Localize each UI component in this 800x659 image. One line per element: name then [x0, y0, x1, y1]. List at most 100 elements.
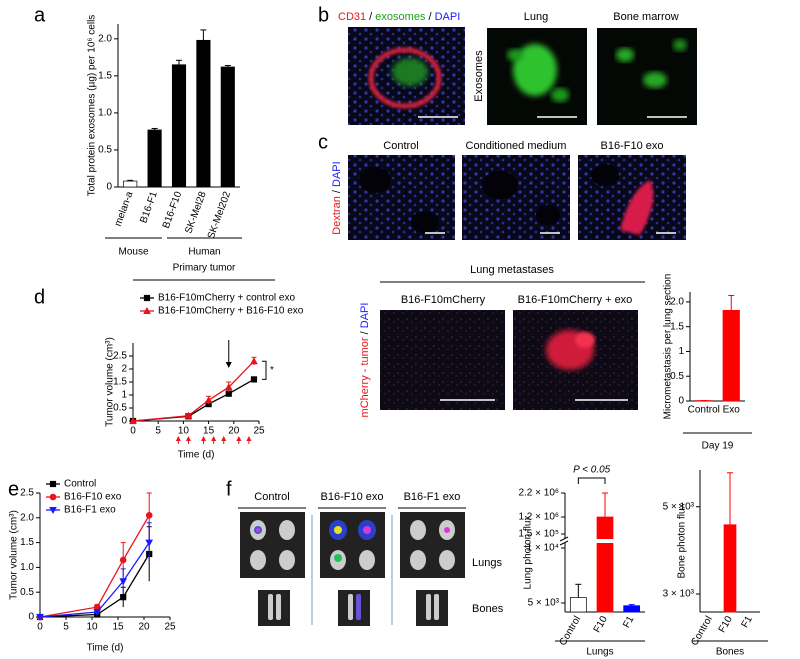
bar: [196, 39, 211, 188]
bar: [723, 524, 737, 613]
y-tick-label: 1.2 × 10⁶: [518, 512, 559, 523]
condition-label: Control: [383, 140, 418, 152]
significance-bracket: [262, 360, 267, 380]
y-axis-title: Lung photon flux: [523, 516, 534, 590]
series-line: [132, 378, 255, 422]
y-tick-label: 0.5: [20, 587, 34, 598]
marker: [250, 357, 258, 365]
y-tick-label: 1: [678, 346, 684, 357]
panel-label: a: [34, 4, 46, 26]
imaging-photo: [400, 512, 465, 626]
marker: [129, 416, 137, 424]
marker: [224, 383, 233, 391]
y-tick-label: 2.0: [670, 297, 684, 308]
micrograph: [348, 27, 465, 125]
y-tick-label: 3 × 10³: [663, 589, 695, 600]
micrograph: [597, 28, 697, 125]
x-tick-label: Control: [558, 614, 584, 647]
significance-bracket: [577, 477, 606, 484]
group-label: Mouse: [118, 247, 148, 258]
y-axis-title: Total protein exosomes (µg) per 10⁶ cell…: [87, 15, 98, 197]
y-axis-title: Micrometastasis per lung section: [663, 274, 674, 420]
condition-label: B16-F10 exo: [321, 491, 384, 503]
series-line: [39, 514, 150, 618]
x-tick-label: 20: [138, 622, 150, 633]
y-tick-label: 2: [121, 364, 127, 375]
x-tick-label: B16-F10: [161, 190, 185, 230]
x-tick-label: 25: [253, 426, 265, 437]
imaging-photo: [240, 512, 305, 626]
row-label: Lungs: [472, 557, 502, 569]
condition-label: Control: [254, 491, 289, 503]
bar: [171, 64, 187, 188]
y-axis-title: Tumor volume (cm³): [9, 510, 20, 600]
y-axis-title: Bone photon flux: [677, 503, 688, 578]
y-tick-label: 1 × 10⁴: [527, 543, 559, 554]
break-mark: [559, 536, 569, 542]
marker: [49, 493, 57, 501]
annotation: *: [270, 365, 274, 376]
x-tick-label: 25: [164, 622, 176, 633]
y-tick-label: 2.5: [20, 488, 34, 499]
x-tick-label: 20: [228, 426, 240, 437]
annotation: P < 0.05: [573, 465, 611, 476]
tissue-label: Lung: [524, 11, 548, 23]
marker: [49, 480, 57, 488]
y-tick-label: 1.5: [113, 377, 127, 388]
legend-label: Control: [64, 479, 96, 490]
marker: [184, 411, 193, 419]
condition-label: B16-F10mCherry + exo: [518, 294, 633, 306]
x-tick-label: 15: [203, 426, 215, 437]
stain: DAPI: [331, 161, 343, 187]
x-tick-label: F10: [717, 614, 735, 635]
y-axis-title: Tumor volume (cm³): [105, 337, 116, 427]
y-tick-label: 5 × 10³: [528, 598, 560, 609]
marker: [145, 539, 154, 547]
y-tick-label: 2.5: [113, 351, 127, 362]
y-tick-label: 1.0: [98, 108, 112, 119]
legend-label: B16-F1 exo: [64, 505, 116, 516]
stain-label: mCherry - tumor / DAPI: [359, 303, 371, 418]
marker: [93, 609, 102, 617]
marker: [204, 396, 213, 404]
series-line: [39, 542, 150, 618]
bar: [569, 597, 587, 613]
x-tick-label: B16-F1: [138, 190, 160, 225]
y-tick-label: 1.0: [20, 562, 34, 573]
chart-title: Primary tumor: [173, 263, 236, 274]
panel-label: b: [318, 4, 329, 26]
x-tick-label: melan-a: [113, 190, 136, 228]
imaging-photo: [320, 512, 385, 626]
time-arrowhead: [225, 362, 232, 368]
x-axis-title: Time (d): [178, 450, 215, 461]
marker: [119, 556, 127, 564]
y-tick-label: 1.5 × 10⁵: [518, 529, 559, 540]
marker: [36, 614, 44, 622]
y-tick-label: 0: [121, 416, 127, 427]
stain: exosomes: [375, 11, 426, 23]
panel-label: c: [318, 131, 328, 153]
legend-label: B16-F10 exo: [64, 492, 122, 503]
tissue-label: Bone marrow: [613, 11, 678, 23]
stain: Dextran: [331, 196, 343, 235]
injection-arrow: [175, 436, 181, 441]
y-tick-label: 5 × 10³: [663, 501, 695, 512]
x-axis-title: Lungs: [586, 647, 613, 658]
stain-label: CD31 / exosomes / DAPI: [338, 11, 460, 23]
marker: [120, 594, 127, 601]
x-tick-label: Exo: [723, 405, 741, 416]
x-axis-title: Bones: [716, 647, 744, 658]
x-tick-label: Control: [688, 405, 720, 416]
panel-label: e: [8, 478, 19, 500]
y-tick-label: 1.5: [670, 321, 684, 332]
x-tick-label: Control: [689, 614, 715, 647]
y-tick-label: 2.0: [20, 512, 34, 523]
x-tick-label: SK-Mel202: [206, 190, 233, 241]
panel-label: f: [226, 478, 232, 500]
panel-label: d: [34, 286, 45, 308]
micrograph: [348, 155, 455, 240]
marker: [145, 512, 153, 519]
section-title: Lung metastases: [470, 264, 554, 276]
marker: [250, 376, 258, 383]
